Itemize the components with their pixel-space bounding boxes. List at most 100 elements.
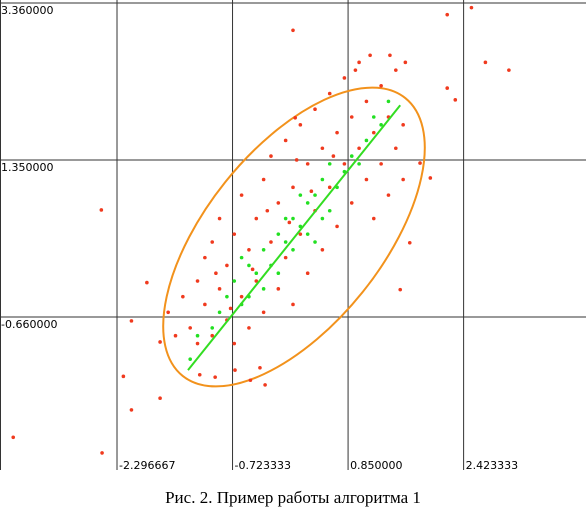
point bbox=[291, 302, 295, 307]
point bbox=[283, 216, 288, 221]
point bbox=[335, 130, 339, 135]
point bbox=[261, 248, 266, 252]
x-tick-label: 2.423333 bbox=[466, 459, 519, 472]
point bbox=[353, 68, 358, 72]
point bbox=[250, 267, 255, 272]
x-tick-label: -0.723333 bbox=[235, 459, 291, 472]
point bbox=[283, 240, 288, 244]
point bbox=[357, 162, 361, 166]
point bbox=[210, 326, 215, 330]
ellipse bbox=[162, 86, 426, 388]
point bbox=[291, 248, 295, 252]
point bbox=[313, 193, 317, 197]
point bbox=[320, 248, 325, 252]
point bbox=[379, 83, 383, 88]
point bbox=[247, 248, 251, 252]
point bbox=[342, 162, 347, 166]
point bbox=[258, 365, 262, 370]
x-tick-label: -2.296667 bbox=[119, 459, 175, 472]
point bbox=[401, 123, 405, 127]
point bbox=[335, 224, 339, 229]
point bbox=[261, 287, 266, 291]
point bbox=[313, 107, 317, 112]
point bbox=[379, 162, 383, 166]
point bbox=[386, 193, 391, 197]
point bbox=[313, 240, 317, 244]
fit-line bbox=[187, 104, 401, 371]
plot-area: -2.296667 -0.723333 0.850000 2.423333 3.3600… bbox=[0, 0, 586, 472]
point bbox=[225, 294, 229, 299]
point bbox=[483, 60, 488, 65]
point bbox=[388, 53, 392, 58]
point bbox=[469, 5, 474, 10]
point bbox=[166, 310, 170, 315]
point bbox=[195, 333, 200, 338]
point bbox=[418, 161, 422, 165]
point bbox=[394, 68, 398, 72]
point bbox=[349, 115, 354, 119]
point bbox=[203, 302, 207, 307]
point bbox=[100, 451, 104, 455]
point bbox=[188, 357, 192, 361]
y-tick-label: -0.660000 bbox=[1, 318, 57, 331]
point bbox=[291, 28, 295, 33]
point bbox=[327, 91, 332, 96]
point bbox=[294, 158, 299, 162]
point bbox=[398, 287, 403, 292]
point bbox=[247, 326, 251, 330]
point bbox=[507, 68, 511, 72]
point bbox=[368, 53, 372, 58]
point bbox=[428, 176, 433, 180]
point bbox=[276, 232, 281, 236]
point bbox=[214, 271, 218, 276]
point bbox=[181, 294, 185, 299]
point bbox=[265, 208, 270, 213]
point bbox=[305, 201, 310, 205]
point bbox=[173, 333, 178, 338]
point bbox=[276, 271, 281, 276]
point bbox=[305, 232, 310, 236]
point bbox=[228, 306, 233, 311]
point bbox=[291, 185, 295, 190]
point bbox=[453, 98, 458, 102]
point bbox=[239, 193, 244, 197]
point bbox=[305, 162, 310, 166]
x-tick-label: 0.850000 bbox=[350, 459, 403, 472]
point bbox=[379, 123, 383, 127]
point bbox=[371, 115, 376, 119]
point bbox=[283, 255, 288, 260]
point bbox=[210, 333, 215, 338]
point bbox=[320, 216, 325, 221]
point bbox=[121, 374, 126, 379]
point bbox=[217, 310, 222, 315]
point bbox=[129, 408, 134, 412]
point bbox=[371, 216, 376, 221]
point bbox=[232, 232, 237, 236]
point bbox=[239, 294, 244, 299]
caption: Рис. 2. Пример работы алгоритма 1 bbox=[165, 488, 421, 507]
point bbox=[291, 216, 295, 221]
point bbox=[210, 240, 215, 244]
point bbox=[445, 12, 450, 17]
point bbox=[269, 240, 273, 244]
point bbox=[99, 208, 104, 212]
point bbox=[232, 341, 237, 346]
point bbox=[386, 99, 391, 104]
point bbox=[305, 271, 310, 276]
point bbox=[364, 99, 369, 104]
point bbox=[320, 146, 325, 151]
point bbox=[349, 201, 354, 205]
point bbox=[403, 60, 408, 65]
point bbox=[283, 138, 288, 143]
y-tick-label: 1.350000 bbox=[1, 161, 54, 174]
point bbox=[213, 375, 217, 379]
point bbox=[407, 240, 412, 245]
point bbox=[261, 310, 266, 315]
point bbox=[195, 279, 200, 283]
point bbox=[342, 76, 347, 80]
point bbox=[445, 86, 450, 90]
point bbox=[233, 368, 237, 372]
point bbox=[276, 287, 281, 291]
